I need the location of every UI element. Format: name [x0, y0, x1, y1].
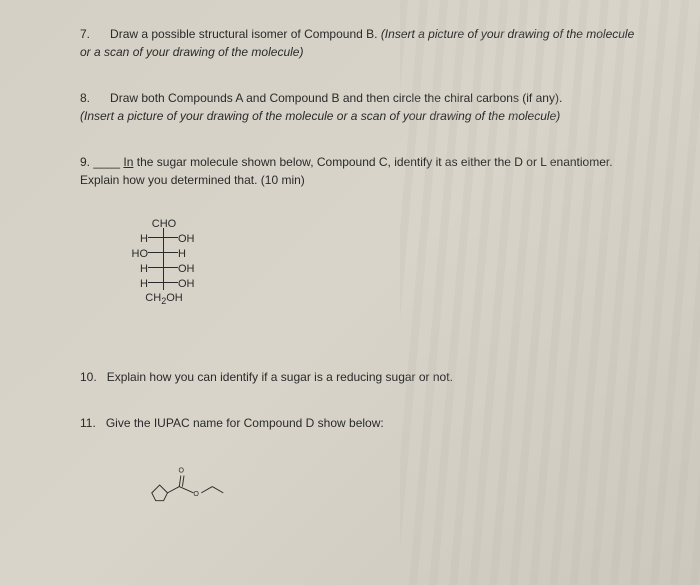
q9-text: the sugar molecule shown below, Compound… [80, 155, 613, 187]
fischer-row-4: H OH [120, 276, 640, 291]
svg-text:O: O [193, 491, 199, 498]
q8-italic: (Insert a picture of your drawing of the… [80, 109, 560, 123]
q9-underlined: In [123, 155, 133, 169]
q10-text: Explain how you can identify if a sugar … [107, 370, 453, 384]
question-8: 8. Draw both Compounds A and Compound B … [80, 89, 640, 125]
q10-number: 10. [80, 370, 97, 384]
question-7: 7. Draw a possible structural isomer of … [80, 25, 640, 61]
question-11: 11. Give the IUPAC name for Compound D s… [80, 414, 640, 432]
svg-text:O: O [179, 468, 185, 475]
question-9: 9. ____ In the sugar molecule shown belo… [80, 153, 640, 189]
compound-d-structure: O O [140, 460, 640, 513]
q8-number: 8. [80, 91, 90, 105]
fischer-row-1: H OH [120, 231, 640, 246]
q7-number: 7. [80, 27, 90, 41]
molecule-icon: O O [140, 460, 250, 510]
q8-text: Draw both Compounds A and Compound B and… [110, 91, 562, 105]
fischer-bottom: CH2OH [120, 291, 208, 308]
question-10: 10. Explain how you can identify if a su… [80, 368, 640, 386]
q9-number: 9. ____ [80, 155, 120, 169]
fischer-row-3: H OH [120, 261, 640, 276]
q7-text: Draw a possible structural isomer of Com… [110, 27, 381, 41]
fischer-projection: CHO H OH HO H H OH H OH CH2OH [120, 217, 640, 308]
q11-number: 11. [80, 416, 96, 430]
q11-text: Give the IUPAC name for Compound D show … [106, 416, 384, 430]
fischer-row-2: HO H [120, 246, 640, 261]
